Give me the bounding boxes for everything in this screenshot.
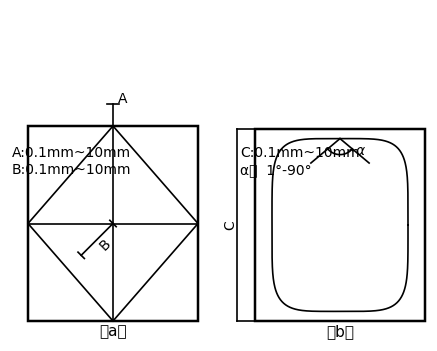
Text: α：  1°-90°: α： 1°-90° <box>240 163 312 177</box>
Text: C: C <box>223 220 237 230</box>
Text: （a）: （a） <box>99 324 127 339</box>
Text: B:0.1mm~10mm: B:0.1mm~10mm <box>12 163 132 177</box>
Text: C:0.1mm~10mm: C:0.1mm~10mm <box>240 146 360 160</box>
Text: A: A <box>118 92 128 106</box>
Text: （b）: （b） <box>326 324 354 339</box>
Text: A:0.1mm~10mm: A:0.1mm~10mm <box>12 146 131 160</box>
Text: α: α <box>355 144 364 158</box>
Text: B: B <box>97 236 114 253</box>
